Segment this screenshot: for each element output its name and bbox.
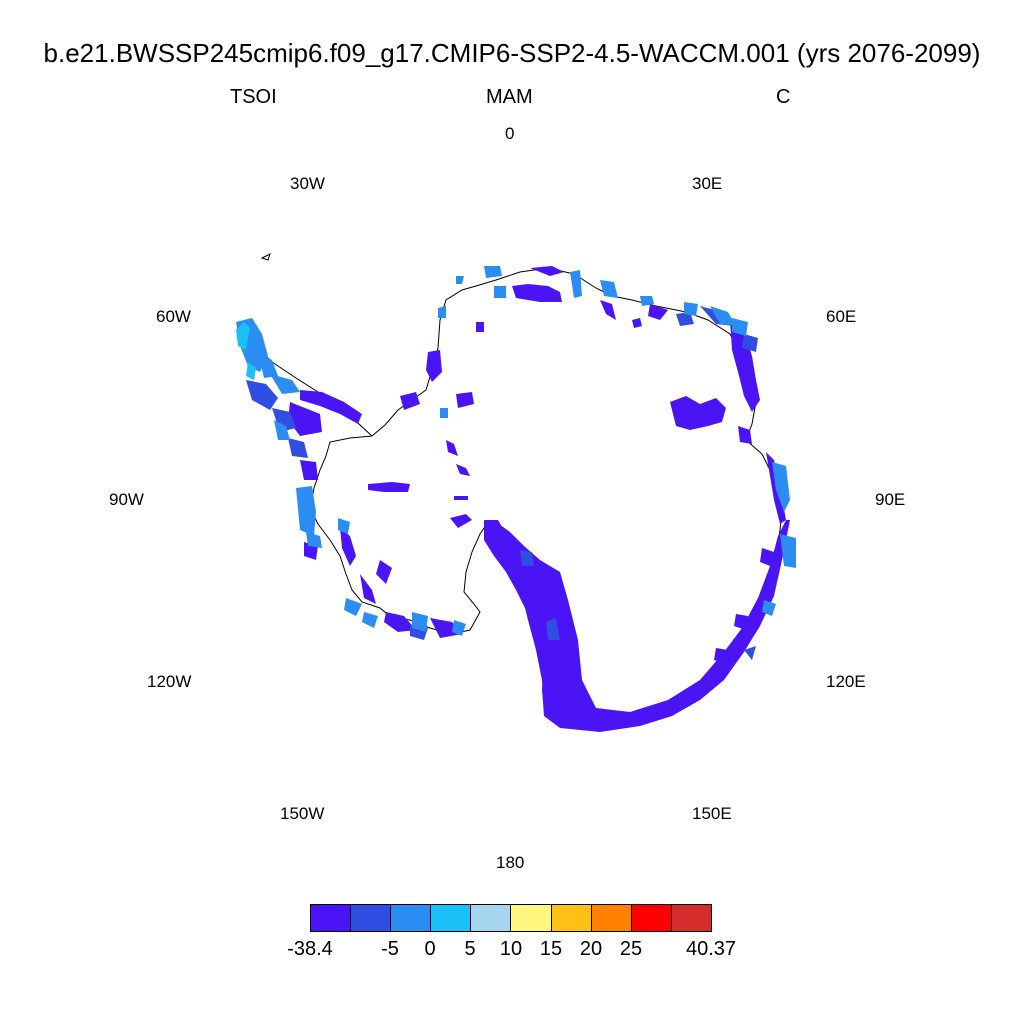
near-zero-regions <box>236 322 256 380</box>
variable-name: TSOI <box>230 86 277 108</box>
small-island <box>260 253 271 261</box>
colorbar-box-4 <box>471 905 512 931</box>
colorbar-box-5 <box>511 905 552 931</box>
colorbar-label-max: 40.37 <box>685 938 737 960</box>
colorbar-box-2 <box>391 905 432 931</box>
colorbar-label-20: 20 <box>579 938 603 960</box>
colorbar-box-8 <box>631 905 672 931</box>
lon-label-60e: 60E <box>826 307 857 326</box>
colorbar-label-neg5: -5 <box>381 938 399 960</box>
lon-label-0: 0 <box>505 124 515 143</box>
colorbar-box-7 <box>591 905 632 931</box>
colorbar-label-10: 10 <box>499 938 523 960</box>
colorbar-box-3 <box>431 905 472 931</box>
deep-negative-regions <box>288 266 790 732</box>
colorbar-label-5: 5 <box>464 938 476 960</box>
lon-label-60w: 60W <box>156 307 191 326</box>
lon-label-120e: 120E <box>826 672 866 691</box>
plot-title: b.e21.BWSSP245cmip6.f09_g17.CMIP6-SSP2-4… <box>43 38 981 68</box>
colorbar-box-1 <box>351 905 392 931</box>
lon-label-30w: 30W <box>290 174 325 193</box>
colorbar <box>310 904 712 932</box>
colorbar-box-6 <box>551 905 592 931</box>
season-label: MAM <box>486 86 533 108</box>
colorbar-label-0: 0 <box>424 938 436 960</box>
lon-label-150w: 150W <box>280 804 325 823</box>
units-label: C <box>776 86 791 108</box>
antarctica-coastline <box>243 267 783 727</box>
moderate-negative-regions <box>246 306 758 660</box>
colorbar-label-15: 15 <box>539 938 563 960</box>
lon-label-150e: 150E <box>692 804 732 823</box>
colorbar-label-min: -38.4 <box>287 938 333 960</box>
slight-negative-regions <box>236 266 796 636</box>
lon-label-30e: 30E <box>692 174 723 193</box>
lon-label-120w: 120W <box>147 672 192 691</box>
lon-label-180: 180 <box>496 853 525 872</box>
colorbar-box-0 <box>311 905 352 931</box>
colorbar-box-9 <box>671 905 711 931</box>
lon-label-90w: 90W <box>109 490 144 509</box>
colorbar-label-25: 25 <box>619 938 643 960</box>
lon-label-90e: 90E <box>875 490 906 509</box>
